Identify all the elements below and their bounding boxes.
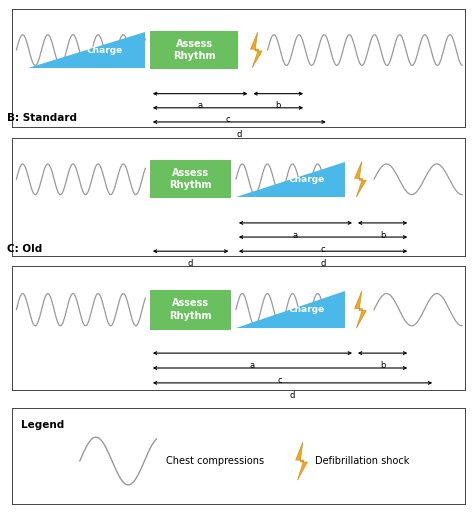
Bar [150,160,231,198]
Text: d: d [320,259,326,268]
Text: Assess
Rhythm: Assess Rhythm [173,39,215,61]
Text: C: Old: C: Old [7,244,43,254]
Text: Legend: Legend [21,420,64,430]
Polygon shape [236,291,345,328]
Text: d: d [188,259,193,268]
Text: b: b [275,101,281,110]
Polygon shape [355,291,366,328]
Polygon shape [250,33,262,68]
Text: a: a [198,101,203,110]
Text: c: c [226,115,230,125]
Text: c: c [278,376,283,385]
Text: Charge: Charge [288,175,325,184]
Text: Assess
Rhythm: Assess Rhythm [169,298,212,321]
Bar [150,290,231,329]
Text: b: b [380,231,385,239]
Bar [150,31,238,69]
Text: d: d [290,391,295,400]
Text: d: d [237,130,242,139]
Text: Charge: Charge [288,305,325,314]
Polygon shape [355,162,366,197]
Text: b: b [380,361,385,370]
Polygon shape [27,33,146,68]
Text: c: c [321,245,325,254]
Text: Defibrillation shock: Defibrillation shock [315,456,410,466]
Text: Charge: Charge [86,45,122,55]
Text: B: Standard: B: Standard [7,113,77,123]
Text: a: a [250,361,255,370]
Text: Chest compressions: Chest compressions [166,456,264,466]
Polygon shape [236,162,345,197]
Text: Assess
Rhythm: Assess Rhythm [169,168,212,190]
Text: a: a [293,231,298,239]
Polygon shape [296,442,308,480]
